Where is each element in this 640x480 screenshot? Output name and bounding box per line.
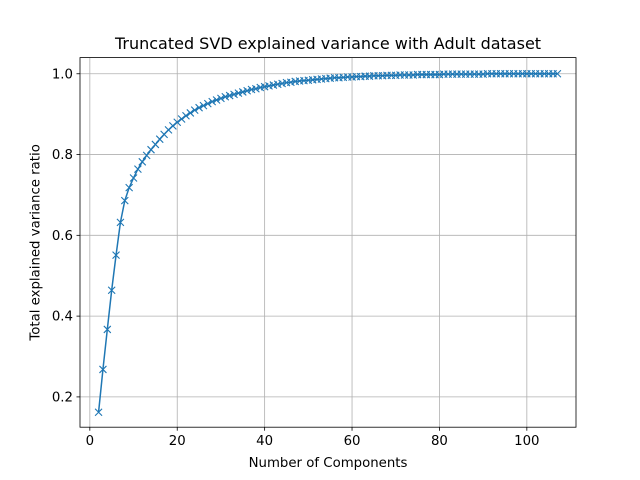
data-point-marker [212, 96, 221, 104]
data-point-marker [252, 84, 260, 93]
data-point-marker [99, 365, 107, 374]
data-point-marker [208, 97, 217, 106]
data-point-marker [94, 408, 103, 417]
x-tick-label: 80 [431, 434, 448, 449]
data-point-marker [134, 165, 142, 173]
data-point-marker [234, 89, 243, 98]
x-tick-label: 100 [514, 434, 539, 449]
data-point-marker [186, 109, 195, 117]
data-point-marker [225, 91, 234, 100]
data-point-marker [120, 196, 129, 205]
data-point-marker [230, 90, 238, 99]
data-point-marker [129, 174, 138, 182]
plot-area [80, 57, 576, 428]
axes-frame [79, 57, 577, 428]
x-tick-label: 20 [169, 434, 186, 449]
data-point-marker [199, 101, 208, 110]
data-point-marker [190, 106, 199, 114]
data-point-marker [238, 88, 247, 96]
data-point-marker [116, 218, 125, 227]
x-tick-label: 60 [344, 434, 361, 449]
data-point-marker [243, 86, 252, 95]
data-point-marker [138, 157, 147, 166]
series-layer [94, 69, 562, 417]
y-tick-label: 0.6 [52, 229, 73, 244]
y-tick-label: 0.8 [52, 148, 73, 163]
data-point-marker [203, 99, 212, 108]
y-tick-label: 0.4 [52, 310, 73, 325]
data-point-marker [221, 92, 230, 101]
y-tick-label: 0.2 [52, 391, 73, 406]
data-point-marker [177, 115, 186, 123]
data-point-marker [125, 183, 134, 192]
x-axis-label: Number of Components [249, 456, 408, 471]
x-tick-label: 40 [256, 434, 273, 449]
data-point-marker [151, 140, 160, 149]
y-axis: 0.2 0.4 0.6 0.8 1.0 [52, 67, 80, 406]
data-point-marker [103, 325, 112, 334]
chart-title: Truncated SVD explained variance with Ad… [114, 34, 541, 53]
data-point-marker [107, 286, 116, 295]
data-point-marker [217, 94, 225, 103]
data-point-marker [112, 251, 120, 260]
y-tick-label: 1.0 [52, 67, 73, 82]
data-point-marker [182, 111, 190, 120]
data-point-marker [173, 118, 182, 127]
data-point-marker [553, 69, 562, 78]
x-axis: 0 20 40 60 80 100 [86, 427, 540, 449]
data-point-marker [195, 103, 203, 112]
data-point-marker [147, 145, 155, 154]
y-axis-label: Total explained variance ratio [29, 144, 44, 341]
data-point-marker [142, 151, 151, 160]
x-tick-label: 0 [86, 434, 94, 449]
